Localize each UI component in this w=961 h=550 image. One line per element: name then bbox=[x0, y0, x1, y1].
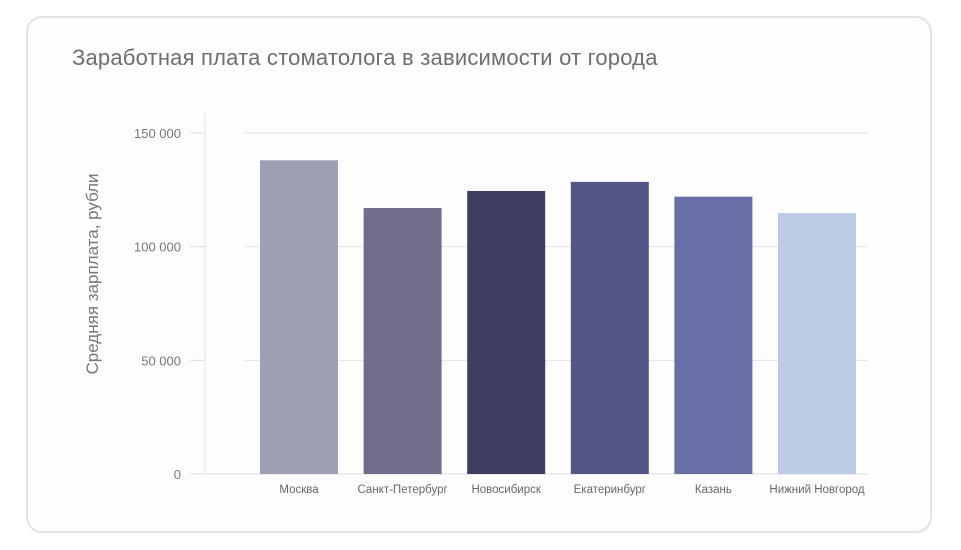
bar-3 bbox=[467, 190, 546, 474]
chart-title: Заработная плата стоматолога в зависимос… bbox=[72, 45, 658, 70]
y-axis-label: Средняя зарплата, рубли bbox=[83, 173, 102, 374]
x-tick-label: Екатеринбург bbox=[574, 484, 646, 496]
x-tick-label: Новосибирск bbox=[471, 484, 541, 496]
bar-4 bbox=[570, 181, 649, 475]
x-tick-label: Санкт-Петербург bbox=[357, 484, 447, 496]
y-tick-label: 100 000 bbox=[134, 240, 181, 255]
bar-5 bbox=[674, 196, 753, 475]
bar-2 bbox=[363, 208, 442, 474]
y-tick-label: 50 000 bbox=[141, 353, 181, 368]
x-tick-label: Казань bbox=[695, 484, 732, 496]
bar-6 bbox=[778, 213, 856, 474]
x-tick-label: Москва bbox=[279, 484, 319, 496]
bar-1 bbox=[260, 160, 338, 474]
x-tick-label: Нижний Новгород bbox=[769, 484, 865, 496]
y-tick-label: 0 bbox=[174, 467, 181, 482]
y-tick-label: 150 000 bbox=[134, 126, 181, 141]
